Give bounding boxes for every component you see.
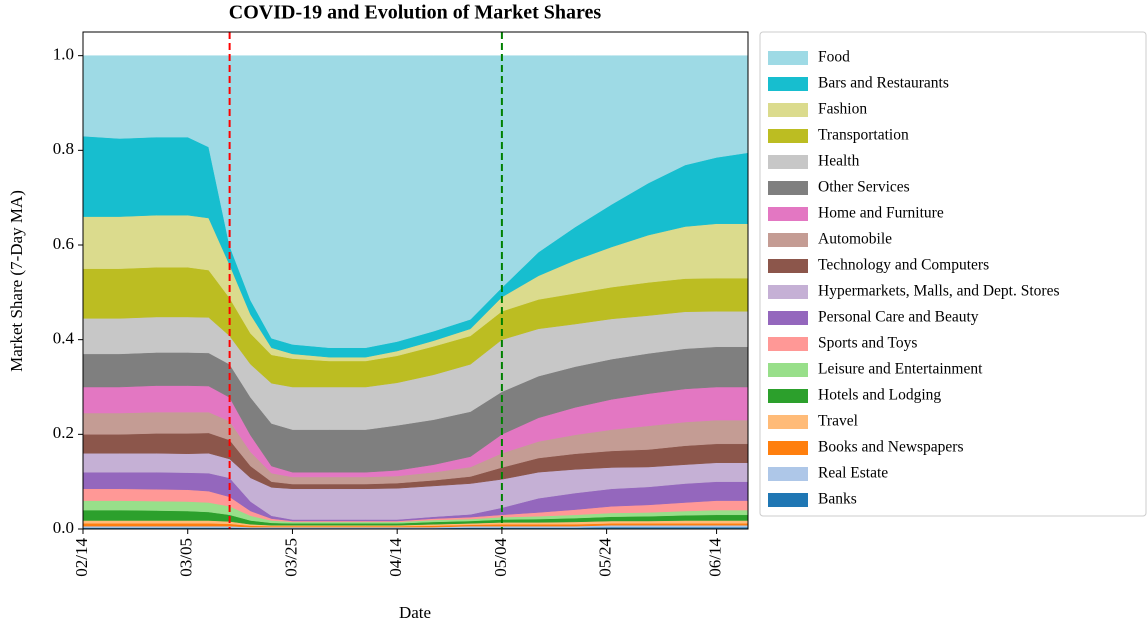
legend-swatch [768, 415, 808, 429]
legend-label: Food [818, 49, 850, 66]
chart-title: COVID-19 and Evolution of Market Shares [229, 2, 602, 24]
legend-swatch [768, 181, 808, 195]
legend-swatch [768, 51, 808, 65]
legend-label: Leisure and Entertainment [818, 361, 983, 378]
legend-label: Health [818, 153, 860, 170]
x-tick-label: 03/05 [177, 538, 196, 577]
x-axis-label: Date [399, 603, 431, 622]
legend-swatch [768, 337, 808, 351]
legend-label: Travel [818, 413, 858, 430]
x-tick-label: 02/14 [72, 538, 91, 577]
plot-frame [82, 31, 749, 530]
legend-label: Sports and Toys [818, 335, 917, 352]
y-axis-label: Market Share (7-Day MA) [7, 190, 26, 372]
legend-label: Automobile [818, 231, 892, 248]
legend-label: Hypermarkets, Malls, and Dept. Stores [818, 283, 1060, 300]
x-tick-label: 05/24 [596, 538, 615, 577]
legend-swatch [768, 103, 808, 117]
legend-label: Home and Furniture [818, 205, 944, 222]
y-tick-label: 0.6 [53, 234, 74, 253]
legend-label: Other Services [818, 179, 910, 196]
legend-label: Bars and Restaurants [818, 75, 949, 92]
x-tick-label: 04/14 [386, 538, 405, 577]
legend-label: Banks [818, 491, 857, 508]
legend-swatch [768, 363, 808, 377]
y-tick-label: 1.0 [53, 45, 74, 64]
legend-swatch [768, 493, 808, 507]
legend-label: Technology and Computers [818, 257, 989, 274]
legend-swatch [768, 259, 808, 273]
x-tick-label: 06/14 [705, 538, 724, 577]
legend-label: Personal Care and Beauty [818, 309, 979, 326]
y-tick-label: 0.4 [53, 329, 75, 348]
legend-swatch [768, 77, 808, 91]
legend-label: Transportation [818, 127, 909, 144]
legend-swatch [768, 311, 808, 325]
legend-swatch [768, 389, 808, 403]
legend-label: Fashion [818, 101, 867, 118]
legend-swatch [768, 129, 808, 143]
x-tick-label: 03/25 [281, 538, 300, 577]
y-tick-label: 0.2 [53, 423, 74, 442]
legend-label: Real Estate [818, 465, 888, 482]
legend-swatch [768, 207, 808, 221]
legend-swatch [768, 285, 808, 299]
y-tick-label: 0.8 [53, 139, 74, 158]
legend-label: Hotels and Lodging [818, 387, 941, 404]
legend-swatch [768, 233, 808, 247]
x-tick-label: 05/04 [491, 538, 510, 577]
legend-frame [759, 31, 1147, 517]
y-tick-label: 0.0 [53, 518, 74, 537]
legend-label: Books and Newspapers [818, 439, 964, 456]
legend-swatch [768, 441, 808, 455]
legend-swatch [768, 467, 808, 481]
legend-swatch [768, 155, 808, 169]
legend: Food Bars and Restaurants Fashion Transport… [759, 31, 1147, 517]
